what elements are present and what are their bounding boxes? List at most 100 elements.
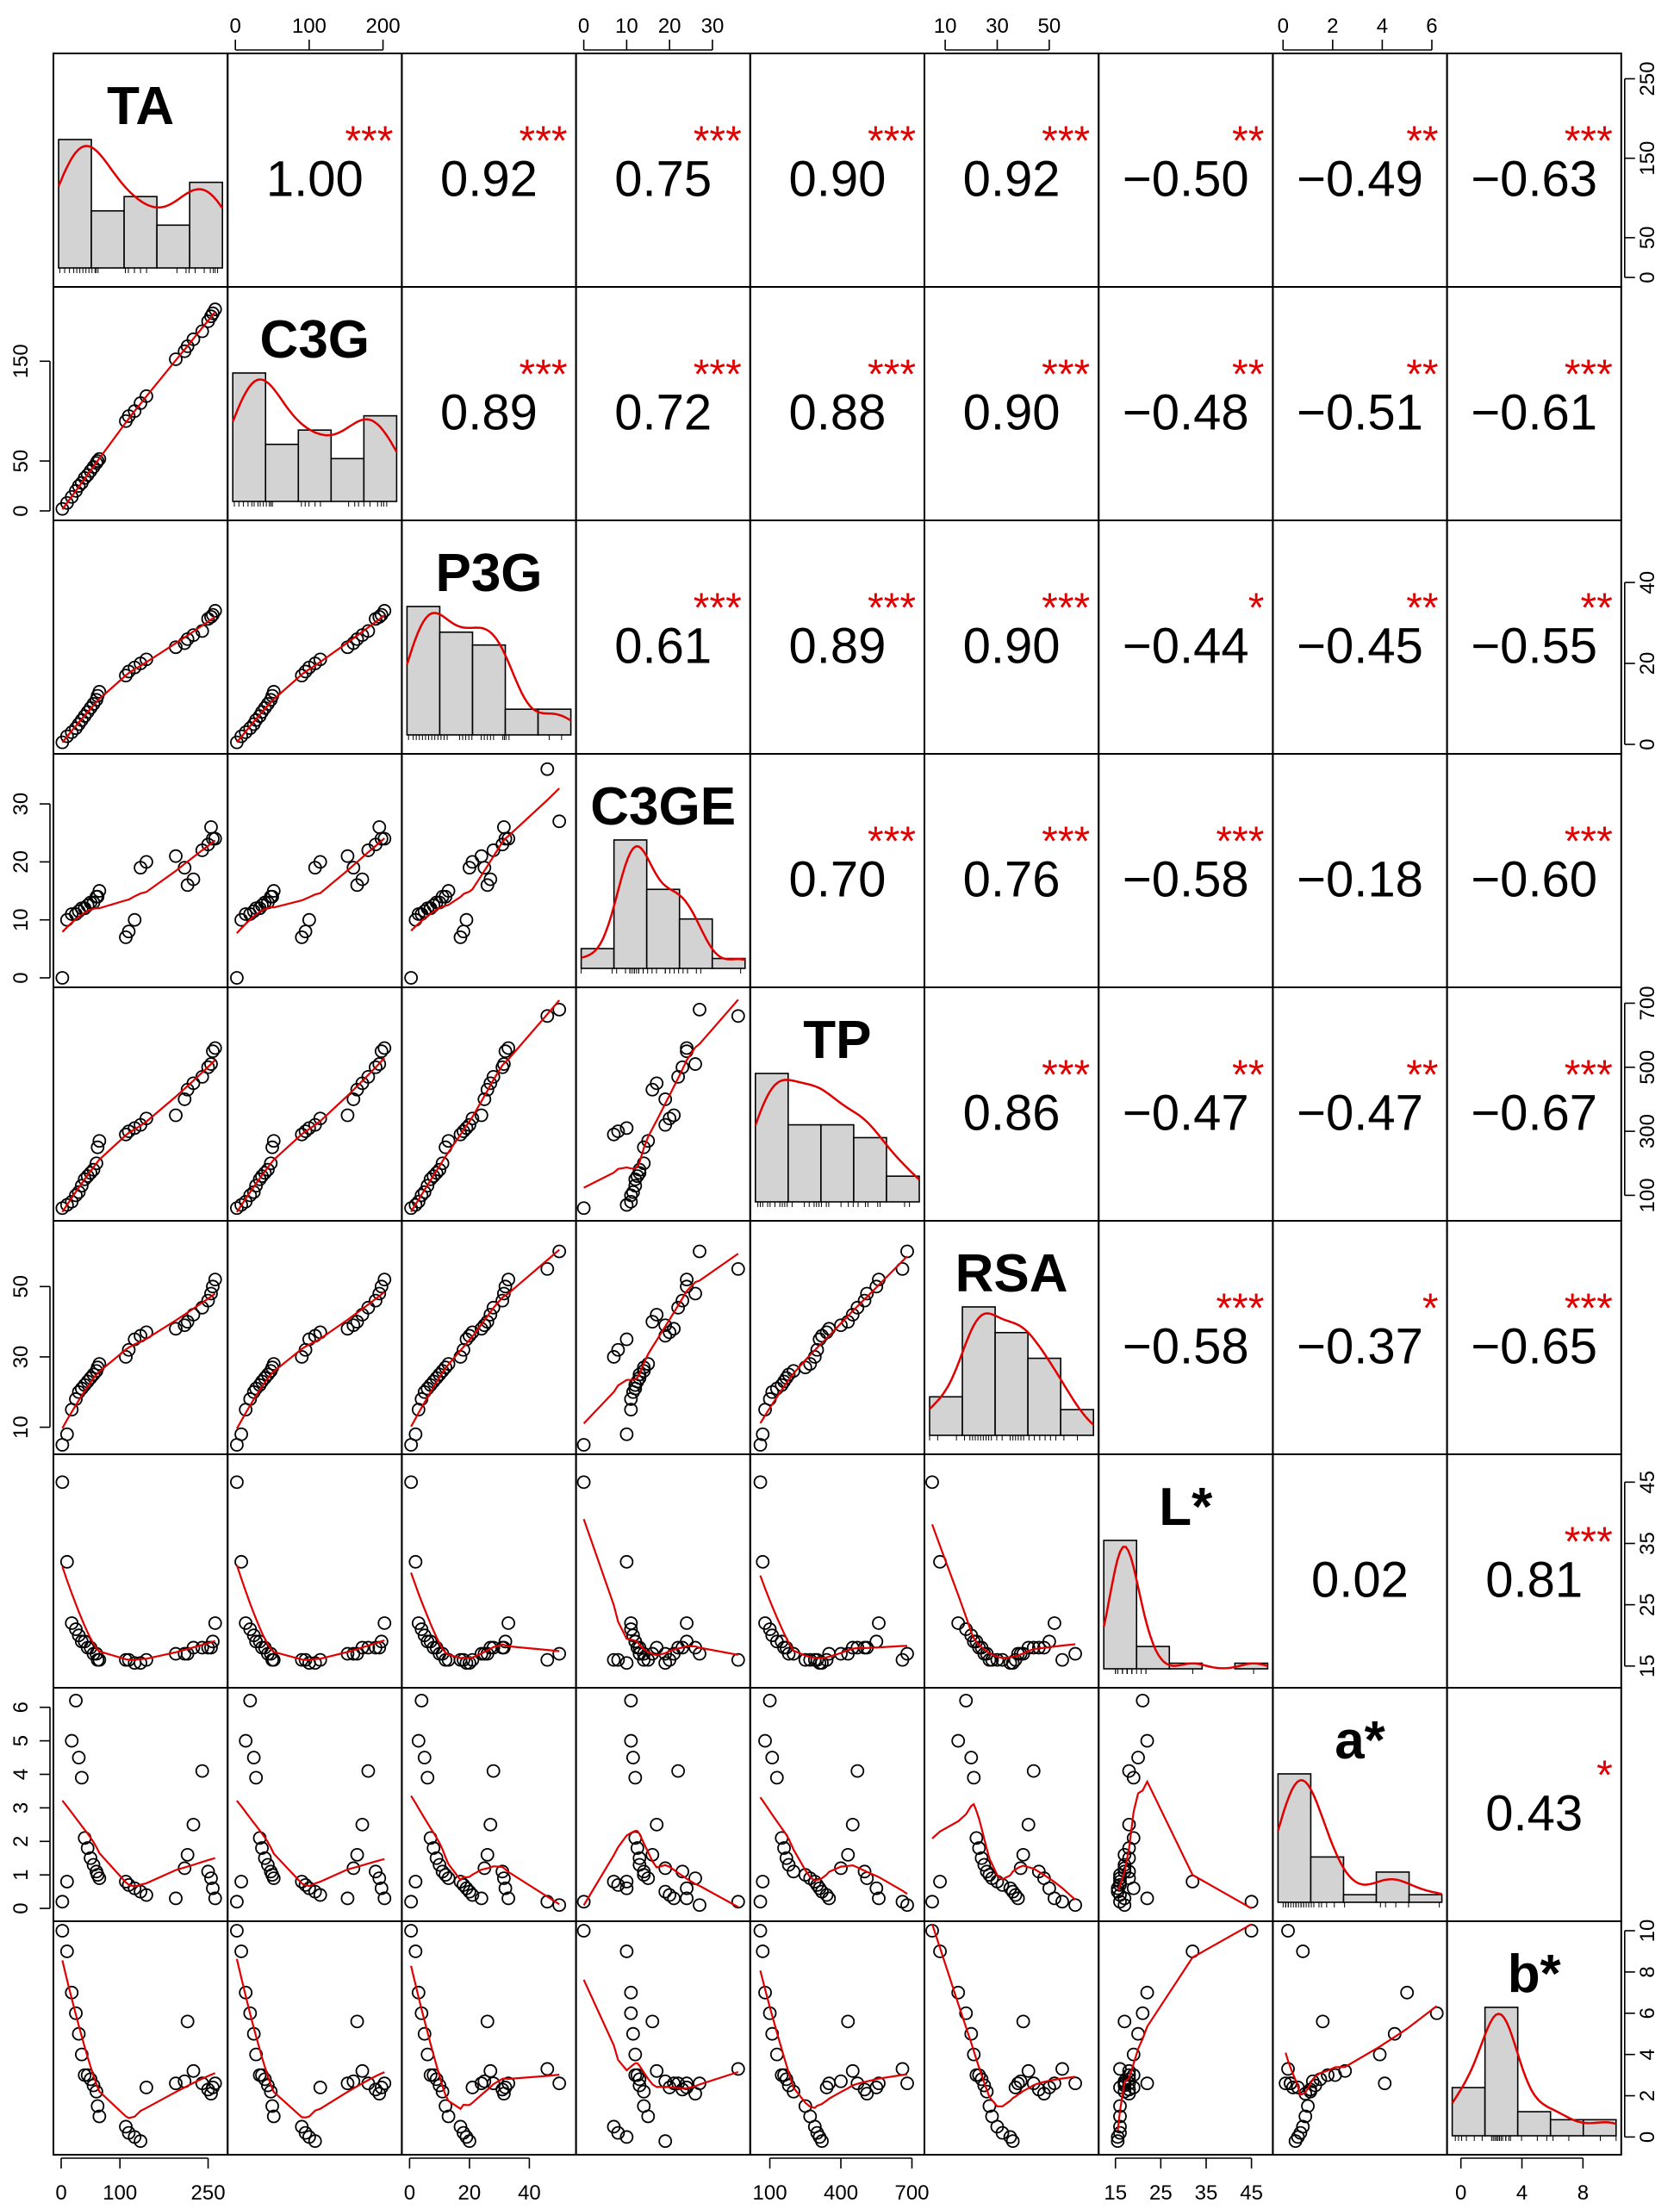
data-point — [900, 1646, 914, 1661]
histogram-rsa: RSA — [929, 1244, 1095, 1441]
axis-left-c3g: 0 50 150 — [9, 344, 51, 517]
tick-label: 500 — [1636, 1050, 1659, 1085]
histogram-bar — [406, 606, 441, 736]
variable-label-c3g: C3G — [260, 310, 370, 370]
data-point — [374, 607, 389, 622]
correlation-value: 0.72 — [614, 385, 712, 441]
data-point — [477, 2074, 492, 2088]
data-point — [834, 2074, 848, 2088]
smoother-line — [410, 1965, 560, 2111]
data-point — [619, 1656, 634, 1671]
significance-stars: * — [1422, 1286, 1439, 1332]
histogram-bar — [90, 209, 125, 269]
histogram-bar — [58, 139, 92, 269]
axis-top-c3ge: 0 10 20 30 — [578, 15, 724, 51]
data-point — [1021, 1817, 1036, 1832]
data-point — [1113, 2062, 1127, 2076]
data-point — [1117, 1898, 1132, 1913]
data-point — [65, 1733, 79, 1748]
scatter-p3g-vs-c3g — [230, 604, 392, 750]
scatter-l-star-vs-c3ge — [576, 1475, 745, 1671]
correlation-c3ge-rsa: 0.76*** — [963, 819, 1091, 908]
cell-border-c3ge-c3g — [227, 753, 403, 988]
correlation-ta-l-star: −0.50** — [1123, 119, 1264, 208]
data-point — [860, 1286, 874, 1301]
data-point — [86, 1162, 101, 1177]
scatter-c3ge-vs-ta — [55, 820, 222, 985]
tick-label: 35 — [1636, 1532, 1659, 1555]
smoother-line — [410, 1248, 560, 1428]
tick-label: 15 — [1636, 1654, 1659, 1677]
scatter-b-star-vs-rsa — [925, 1923, 1082, 2149]
data-point — [1131, 1751, 1145, 1764]
data-point — [206, 1634, 220, 1649]
cell-border-c3ge-ta — [53, 753, 229, 988]
correlation-ta-p3g: 0.92*** — [440, 119, 568, 208]
histogram-bar — [264, 443, 300, 502]
data-point — [86, 2078, 101, 2093]
data-point — [453, 2119, 468, 2134]
data-point — [1113, 2119, 1127, 2134]
data-point — [688, 1057, 702, 1071]
data-point — [404, 1475, 419, 1490]
data-point — [1291, 2081, 1305, 2094]
tick-label: 8 — [1577, 2181, 1589, 2205]
tick-label: 45 — [1240, 2181, 1263, 2205]
data-point — [1117, 1891, 1132, 1906]
data-point — [206, 1881, 220, 1895]
correlation-value: −0.48 — [1123, 385, 1249, 441]
histogram-l-star: L* — [1102, 1478, 1269, 1674]
correlation-c3g-a-star: −0.51** — [1297, 352, 1438, 441]
smoother-line — [235, 1057, 386, 1213]
data-point — [249, 1179, 264, 1193]
data-point — [779, 2072, 793, 2087]
data-point — [860, 2087, 874, 2101]
correlation-tp-rsa: 0.86*** — [963, 1053, 1091, 1142]
data-point — [355, 1817, 370, 1832]
data-point — [486, 1640, 501, 1655]
data-point — [404, 1924, 419, 1938]
data-point — [486, 2076, 501, 2091]
tick-label: 10 — [1636, 1920, 1659, 1943]
data-point — [169, 849, 183, 863]
smoother-line — [582, 1253, 739, 1425]
data-point — [869, 1634, 884, 1649]
histogram-bar — [1342, 1894, 1378, 1903]
density-curve — [1102, 1546, 1268, 1670]
correlation-l-star-a-star: 0.02 — [1311, 1553, 1409, 1609]
tick-label: 2 — [1636, 2090, 1659, 2101]
data-point — [611, 2125, 625, 2140]
tick-label: 200 — [366, 15, 401, 38]
data-point — [753, 1438, 768, 1452]
data-point — [84, 1166, 98, 1180]
data-point — [230, 1895, 244, 1909]
correlation-rsa-b-star: −0.65*** — [1471, 1286, 1612, 1375]
data-point — [1305, 2074, 1320, 2088]
data-point — [731, 1009, 745, 1024]
data-point — [206, 1044, 220, 1059]
data-point — [84, 1851, 98, 1865]
data-point — [374, 1881, 389, 1895]
data-point — [480, 1847, 495, 1862]
data-point — [753, 1895, 768, 1909]
data-point — [69, 1693, 83, 1708]
data-point — [90, 456, 103, 470]
histogram-bar — [1375, 1871, 1410, 1903]
data-point — [346, 1092, 361, 1106]
data-point — [501, 1273, 515, 1287]
data-point — [850, 1764, 865, 1778]
data-point — [501, 2076, 515, 2091]
cell-border-rsa-tp — [749, 1220, 925, 1455]
correlation-value: 0.75 — [614, 152, 712, 208]
data-point — [1013, 2074, 1028, 2088]
data-point — [819, 1888, 834, 1902]
correlation-value: 0.02 — [1311, 1553, 1409, 1609]
data-point — [230, 1924, 244, 1938]
data-point — [465, 1325, 480, 1340]
tick-label: 150 — [1636, 141, 1659, 176]
data-point — [266, 1357, 281, 1372]
correlation-value: 0.90 — [963, 385, 1061, 441]
smoother-line — [410, 999, 561, 1213]
data-point — [377, 1891, 392, 1906]
data-point — [658, 1884, 673, 1899]
